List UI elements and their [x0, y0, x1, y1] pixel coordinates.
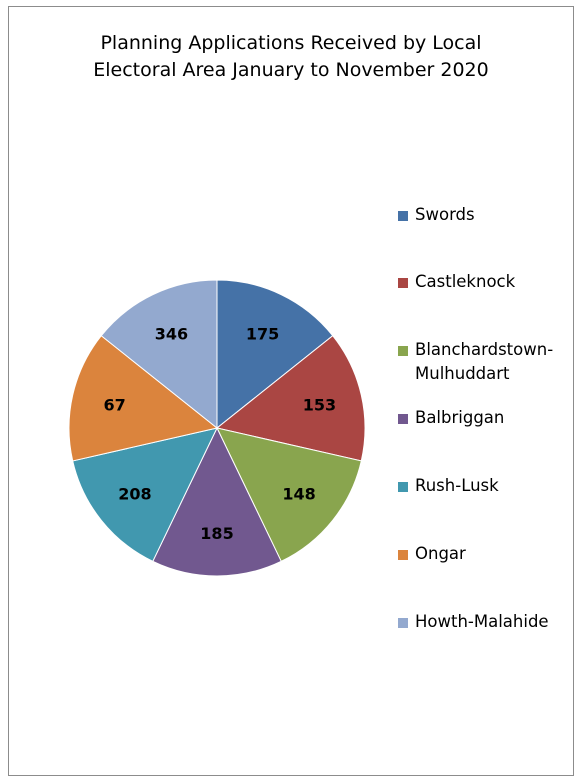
chart-title-line-1: Planning Applications Received by Local — [100, 32, 482, 54]
data-label-castleknock: 153 — [303, 396, 336, 415]
legend-label-swords: Swords — [415, 205, 475, 224]
data-label-rush-lusk: 208 — [118, 485, 151, 504]
pie-slice-blanchardstown-mulhuddart — [216, 427, 362, 563]
pie-slice-swords — [216, 279, 334, 430]
legend-label-blanchardstown-mulhuddart: Blanchardstown- Mulhuddart — [415, 340, 554, 383]
legend-label-rush-lusk: Rush-Lusk — [415, 476, 499, 495]
data-label-howth-malahide: 346 — [155, 324, 188, 343]
data-label-swords: 175 — [246, 324, 279, 343]
pie-slice-balbriggan — [152, 426, 282, 577]
data-label-ongar: 67 — [103, 396, 125, 415]
legend-label-balbriggan: Balbriggan — [415, 408, 505, 427]
pie-slice-rush-lusk — [72, 427, 218, 563]
legend-swatch-howth-malahide — [398, 618, 408, 628]
legend-swatch-balbriggan — [398, 414, 408, 424]
legend-swatch-swords — [398, 211, 408, 221]
pie-slice-ongar — [68, 335, 219, 462]
pie-slice-howth-malahide — [100, 279, 218, 430]
legend-swatch-castleknock — [398, 278, 408, 288]
legend-label-castleknock: Castleknock — [415, 272, 516, 291]
chart-title: Planning Applications Received by Local … — [0, 30, 582, 84]
chart-title-line-2: Electoral Area January to November 2020 — [93, 59, 489, 81]
legend-swatch-ongar — [398, 550, 408, 560]
pie-slice-castleknock — [215, 335, 366, 462]
legend-label-howth-malahide: Howth-Malahide — [415, 612, 549, 631]
legend-swatch-rush-lusk — [398, 482, 408, 492]
legend-label-ongar: Ongar — [415, 544, 466, 563]
data-label-blanchardstown-mulhuddart: 148 — [282, 485, 315, 504]
data-label-balbriggan: 185 — [200, 524, 233, 543]
legend-swatch-blanchardstown-mulhuddart — [398, 346, 408, 356]
